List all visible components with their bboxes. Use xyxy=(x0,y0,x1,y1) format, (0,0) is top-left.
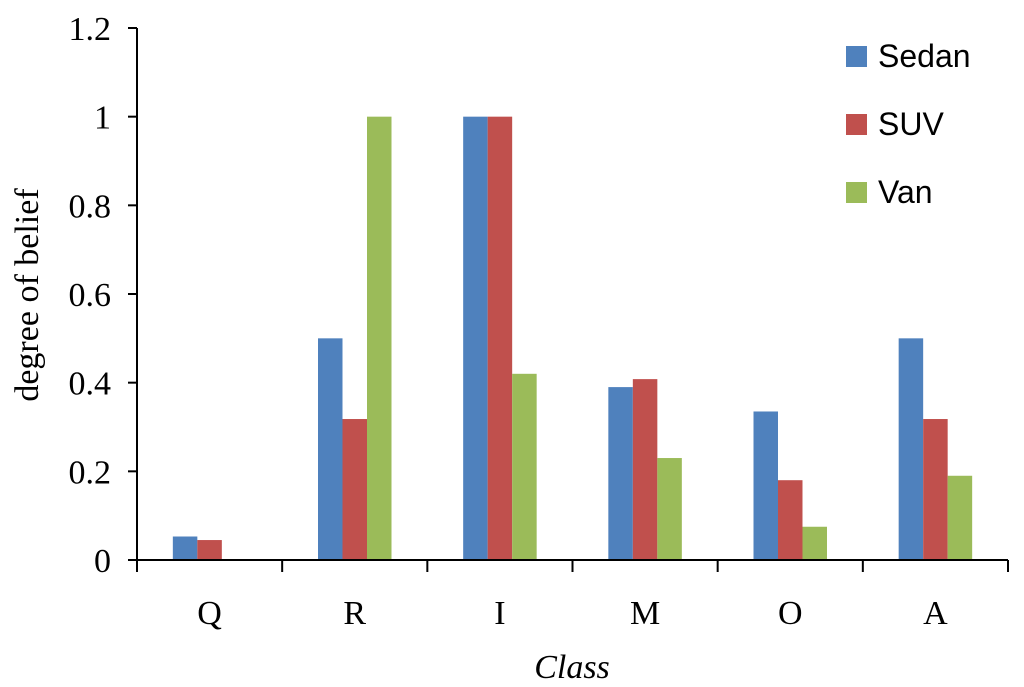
bar-sedan-a xyxy=(898,338,924,560)
legend-label-suv: SUV xyxy=(878,106,944,142)
bar-sedan-i xyxy=(463,116,488,561)
bar-suv-m xyxy=(632,379,658,560)
y-tick-label: 1.2 xyxy=(69,11,112,48)
y-axis-title: degree of belief xyxy=(9,188,46,402)
bar-van-r xyxy=(367,116,392,561)
legend-label-van: Van xyxy=(878,174,933,210)
bar-van-o xyxy=(802,526,827,560)
x-tick-label-a: A xyxy=(923,595,948,632)
bar-suv-r xyxy=(342,419,367,560)
bar-van-m xyxy=(657,458,682,560)
legend-swatch-sedan xyxy=(846,46,867,67)
x-axis-title: Class xyxy=(534,649,610,686)
x-tick-label-r: R xyxy=(343,595,366,632)
y-tick-label: 0.4 xyxy=(69,366,112,403)
bars-group xyxy=(172,116,973,561)
bar-sedan-m xyxy=(608,387,633,560)
x-tick-label-o: O xyxy=(778,595,803,632)
bar-van-i xyxy=(512,373,537,560)
y-tick-labels: 0 0.2 0.4 0.6 0.8 1 1.2 xyxy=(69,11,112,580)
bar-suv-q xyxy=(197,540,222,560)
y-tick-label: 0.2 xyxy=(69,454,112,491)
bar-sedan-r xyxy=(318,338,343,560)
axes-group xyxy=(128,27,1009,572)
legend-swatch-van xyxy=(846,182,867,203)
legend-swatch-suv xyxy=(846,114,867,135)
y-tick-label: 0.8 xyxy=(69,188,112,225)
legend: Sedan SUV Van xyxy=(846,38,971,210)
x-tick-label-m: M xyxy=(630,595,660,632)
x-tick-label-q: Q xyxy=(197,595,222,632)
bar-suv-o xyxy=(778,480,803,560)
bar-van-a xyxy=(947,475,973,560)
legend-label-sedan: Sedan xyxy=(878,38,971,74)
y-tick-label: 0.6 xyxy=(69,277,112,314)
y-tick-label: 1 xyxy=(94,100,111,137)
bar-suv-i xyxy=(487,116,513,561)
bar-sedan-o xyxy=(753,411,778,560)
x-tick-label-i: I xyxy=(494,595,505,632)
bar-sedan-q xyxy=(172,536,198,560)
bar-suv-a xyxy=(923,419,948,560)
y-tick-label: 0 xyxy=(94,543,111,580)
